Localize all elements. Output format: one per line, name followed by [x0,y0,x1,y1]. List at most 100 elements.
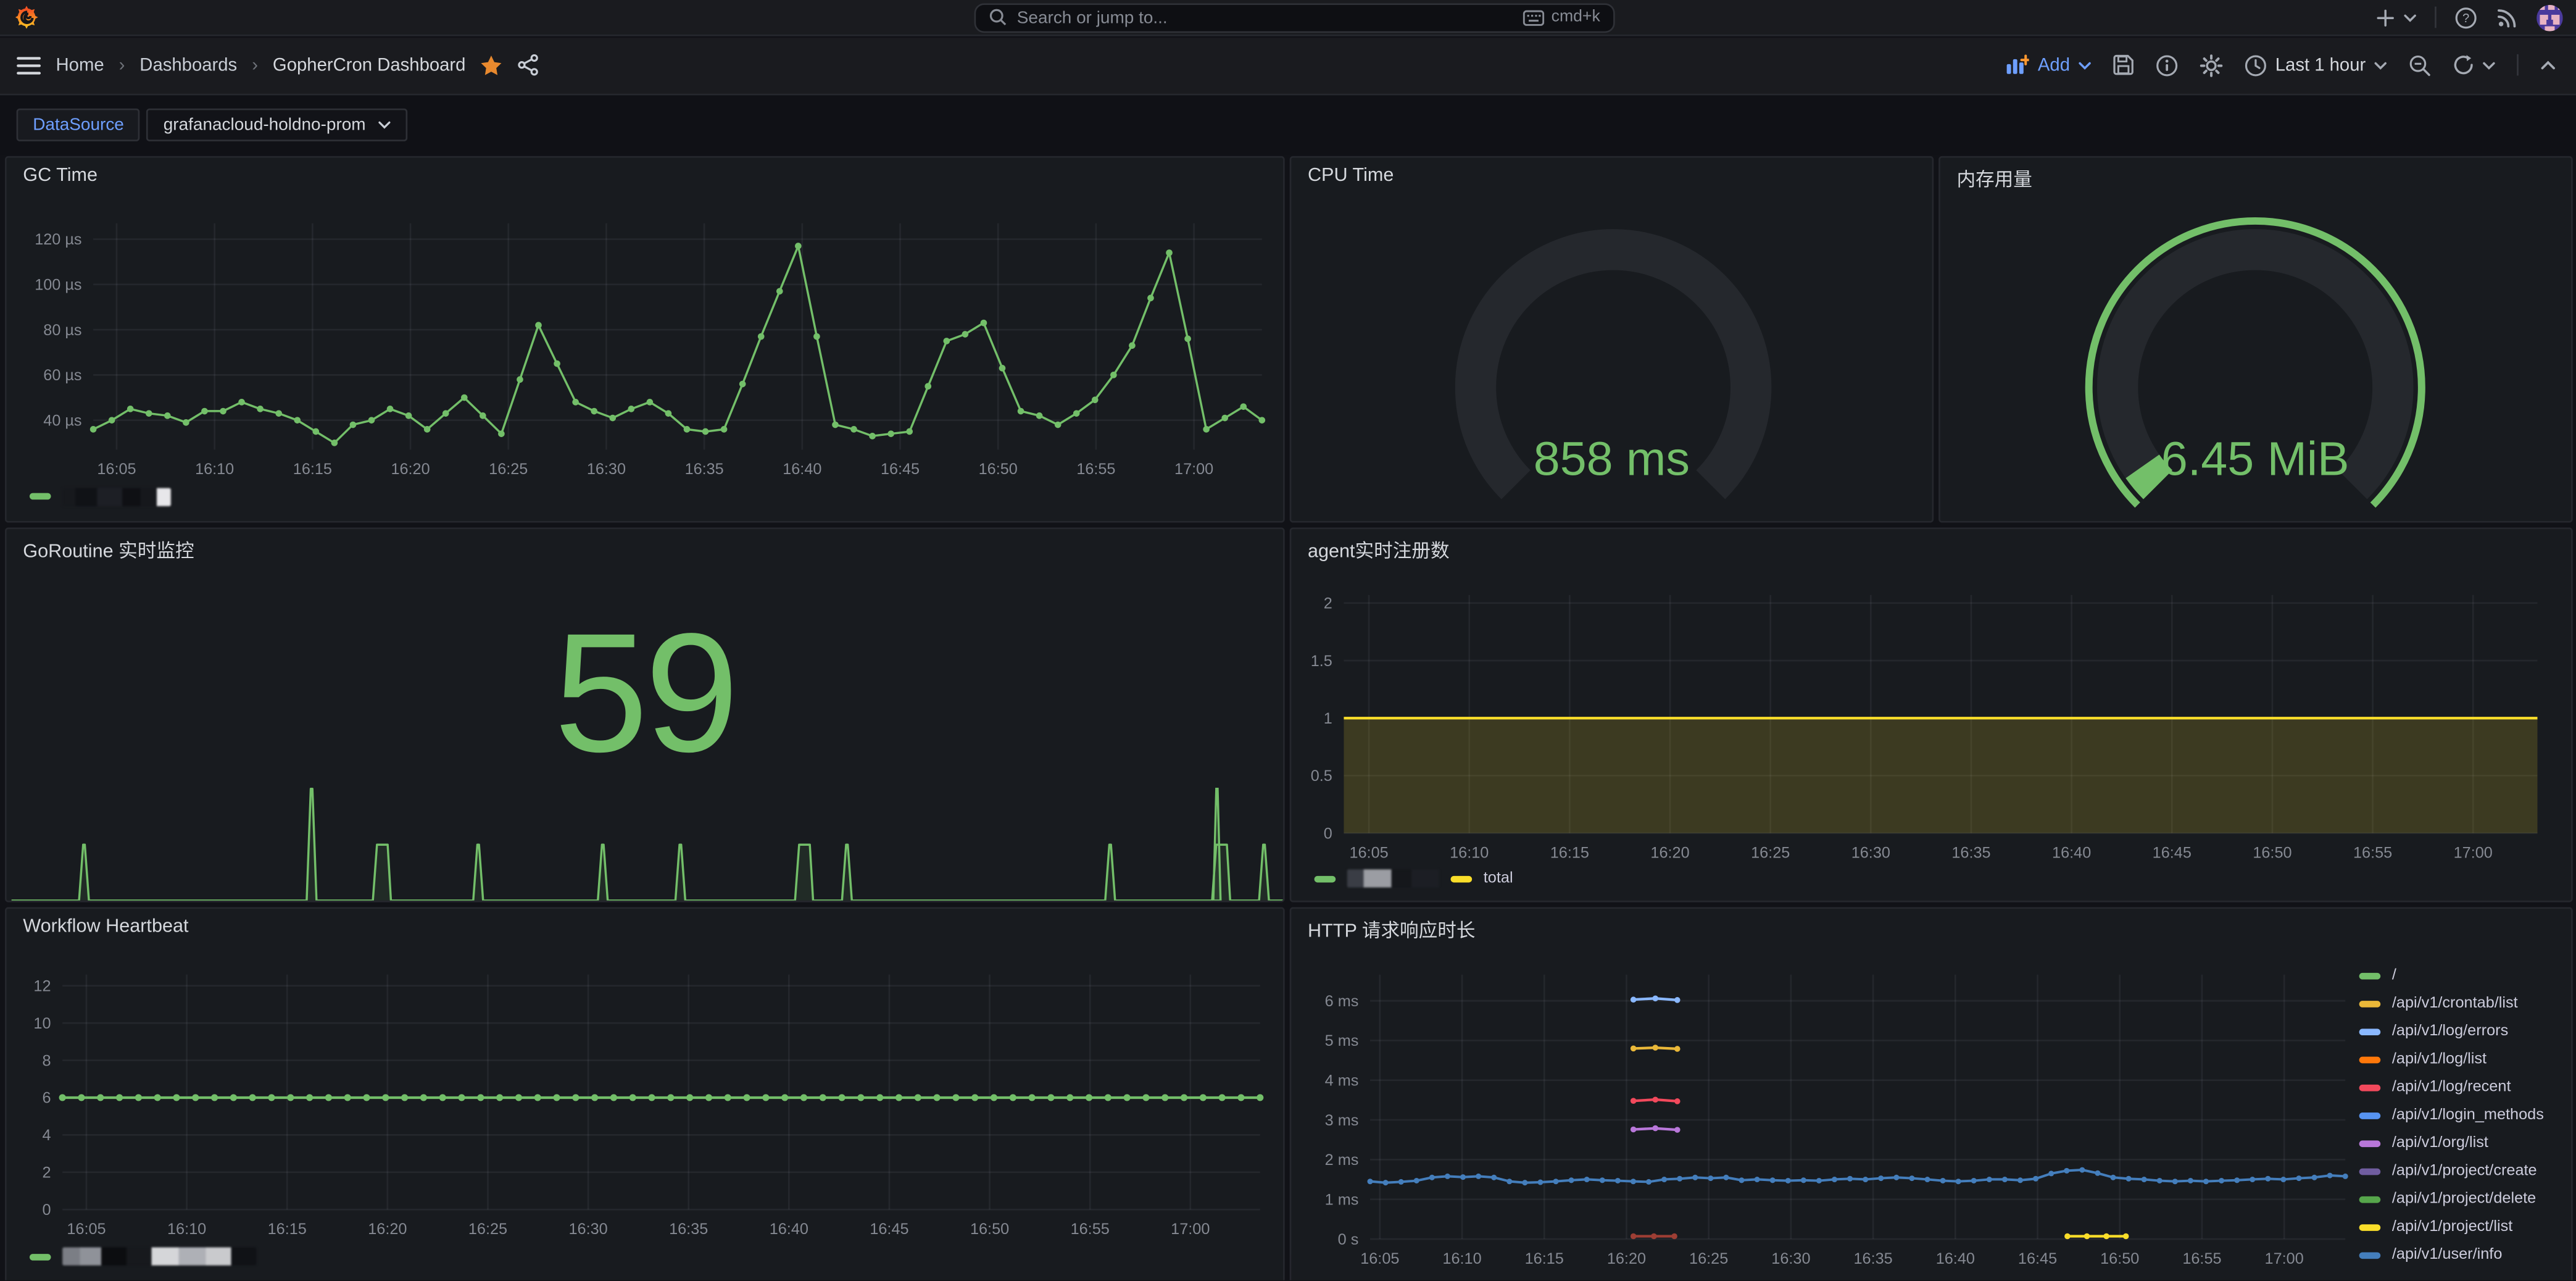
divider [2517,54,2519,77]
legend-series-marker [2359,1112,2381,1119]
refresh-button[interactable] [2453,55,2495,77]
svg-text:2: 2 [1324,595,1332,612]
panel-title[interactable]: 内存用量 [1956,170,2032,190]
legend-series-marker [2359,1224,2381,1231]
legend-item[interactable]: / [2359,961,2544,989]
breadcrumb-dashboards[interactable]: Dashboards [139,55,238,75]
news-icon[interactable] [2496,6,2519,29]
legend-item[interactable]: /api/v1/project/delete [2359,1185,2544,1213]
workflow-heartbeat-chart[interactable]: 12 10 8 6 4 2 0 16:05 16:10 16:15 16:20 16:25 16:30 1… [7,909,1283,1280]
datasource-select[interactable]: grafanacloud-holdno-prom [147,108,407,141]
legend-label: /api/v1/project/list [2391,1218,2513,1237]
svg-text:16:15: 16:15 [1550,844,1589,861]
panel-goroutine: GoRoutine 实时监控 59 [4,527,1285,903]
svg-text:16:50: 16:50 [970,1220,1009,1238]
search-icon [989,9,1007,27]
legend-item[interactable]: /api/v1/crontab/list [2359,990,2544,1017]
chevron-down-icon [2374,61,2387,70]
workflow-legend[interactable] [29,1247,257,1266]
http-response-time-chart[interactable]: 6 ms 5 ms 4 ms 3 ms 2 ms 1 ms 0 s16:05 16:10 16:… [1291,909,2570,1280]
zoom-out-icon[interactable] [2408,54,2431,77]
svg-text:16:35: 16:35 [1951,844,1990,861]
legend-label-total[interactable]: total [1483,869,1513,888]
svg-text:6 ms: 6 ms [1325,993,1359,1010]
menu-icon[interactable] [17,56,41,75]
cpu-time-gauge[interactable] [1291,157,1932,521]
panel-title[interactable]: GC Time [23,165,98,185]
legend-label: /api/v1/log/errors [2391,1022,2509,1041]
redacted-legend-label [1347,869,1439,888]
svg-text:16:25: 16:25 [1751,844,1790,861]
legend-label: /api/v1/user/info [2391,1246,2503,1265]
stat-value: 59 [554,598,739,788]
time-range-label: Last 1 hour [2275,55,2366,75]
svg-text:16:40: 16:40 [783,460,821,477]
panel-title[interactable]: HTTP 请求响应时长 [1307,922,1476,942]
agent-legend[interactable]: total [1314,869,1513,888]
favorite-star-icon[interactable] [480,54,503,77]
breadcrumb-home[interactable]: Home [56,55,104,75]
legend-item[interactable]: /api/v1/log/recent [2359,1074,2544,1101]
time-range-picker[interactable]: Last 1 hour [2244,54,2387,77]
help-icon[interactable]: ? [2454,6,2477,29]
svg-text:16:40: 16:40 [2052,844,2091,861]
panel-title[interactable]: agent实时注册数 [1307,542,1450,562]
panel-workflow-heartbeat: Workflow Heartbeat 12 10 8 6 4 2 0 16:05 16:10 16… [4,907,1285,1281]
chevron-up-icon[interactable] [2540,59,2556,71]
gc-time-legend[interactable] [29,487,171,506]
plus-icon [2375,8,2395,28]
dashboard-insights-icon[interactable] [2155,54,2178,77]
svg-text:16:55: 16:55 [1071,1220,1110,1238]
svg-text:10: 10 [33,1015,51,1032]
svg-text:16:05: 16:05 [1360,1250,1399,1267]
memory-usage-gauge[interactable] [1940,157,2570,521]
svg-text:16:45: 16:45 [2018,1250,2057,1267]
svg-text:16:10: 16:10 [195,460,234,477]
panel-title[interactable]: Workflow Heartbeat [23,917,189,937]
legend-item[interactable]: /api/v1/project/create [2359,1158,2544,1185]
avatar[interactable] [2537,4,2563,31]
grafana-logo-icon[interactable] [15,5,39,30]
new-button[interactable] [2375,8,2417,28]
legend-item[interactable]: /api/v1/log/list [2359,1045,2544,1073]
legend-series-marker [29,1253,51,1260]
svg-text:17:00: 17:00 [2454,844,2493,861]
panel-memory-usage: 内存用量 6.45 MiB [1938,155,2572,523]
datasource-value: grafanacloud-holdno-prom [163,115,366,135]
add-button[interactable]: Add [2006,55,2091,77]
breadcrumb-separator: › [118,55,125,75]
panel-title[interactable]: GoRoutine 实时监控 [23,542,194,562]
panel-title[interactable]: CPU Time [1307,165,1394,185]
legend-label: /api/v1/crontab/list [2391,994,2518,1012]
legend-item[interactable]: /api/v1/log/errors [2359,1017,2544,1045]
legend-label: /api/v1/org/list [2391,1134,2488,1153]
search-input[interactable]: Search or jump to... cmd+k [974,3,1615,32]
clock-icon [2244,54,2267,77]
svg-text:16:55: 16:55 [2353,844,2392,861]
save-dashboard-icon[interactable] [2113,55,2134,77]
refresh-icon [2453,55,2474,77]
legend-item[interactable]: /api/v1/user/info [2359,1241,2544,1269]
panel-agent-registrations: agent实时注册数 2 1.5 1 0.5 0 16:05 16:10 16:15 16:20… [1289,527,2572,903]
chevron-down-icon [2078,61,2091,70]
svg-text:100 µs: 100 µs [35,275,81,293]
legend-item[interactable]: /api/v1/project/list [2359,1214,2544,1241]
topbar-actions: ? [2375,0,2563,35]
svg-text:16:30: 16:30 [1851,844,1890,861]
svg-text:16:45: 16:45 [881,460,920,477]
svg-text:2 ms: 2 ms [1325,1151,1359,1169]
legend-item[interactable]: /api/v1/login_methods [2359,1101,2544,1129]
svg-text:16:30: 16:30 [1771,1250,1810,1267]
svg-text:17:00: 17:00 [1171,1220,1210,1238]
http-legend: / /api/v1/crontab/list/api/v1/log/errors /… [2359,961,2544,1269]
dashboard-settings-icon[interactable] [2200,54,2223,77]
svg-text:6: 6 [42,1090,51,1107]
gc-time-chart[interactable]: 120 µs 100 µs 80 µs 60 µs 40 µs 16:05 16:10 16:… [7,157,1283,521]
legend-item[interactable]: /api/v1/org/list [2359,1130,2544,1158]
share-icon[interactable] [518,54,540,77]
svg-text:16:15: 16:15 [293,460,332,477]
svg-text:5 ms: 5 ms [1325,1032,1359,1049]
redacted-legend-label [62,1247,257,1266]
agent-registrations-chart[interactable]: 2 1.5 1 0.5 0 16:05 16:10 16:15 16:20 16:25 16:30 1… [1291,529,2570,901]
goroutine-sparkline[interactable] [7,529,1284,901]
